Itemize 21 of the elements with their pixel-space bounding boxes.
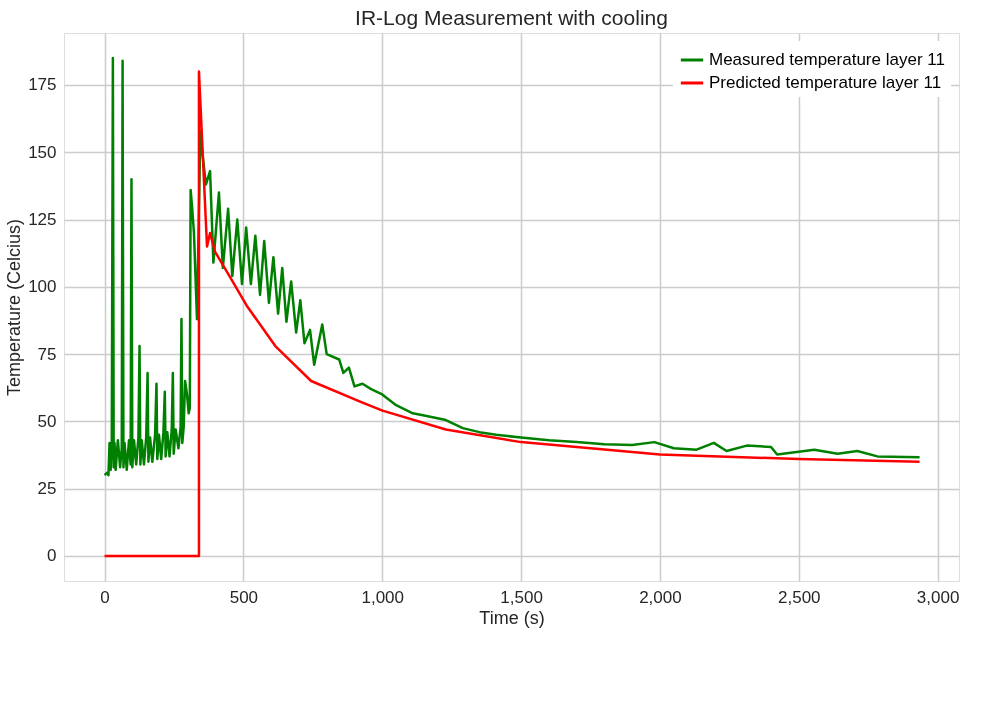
x-tick-label: 0 <box>100 587 110 607</box>
y-tick-label: 125 <box>28 210 57 230</box>
y-tick-label: 25 <box>37 479 57 499</box>
x-tick-label: 500 <box>229 587 259 607</box>
legend-label: Predicted temperature layer 11 <box>709 73 942 92</box>
legend-label: Measured temperature layer 11 <box>709 50 945 69</box>
x-tick-label: 1,500 <box>500 587 543 607</box>
y-tick-label: 50 <box>37 411 57 431</box>
y-tick-label: 175 <box>28 75 57 95</box>
y-tick-label: 100 <box>28 277 57 297</box>
x-tick-label: 1,000 <box>361 587 405 607</box>
x-axis-title: Time (s) <box>479 607 545 628</box>
y-tick-label: 75 <box>37 344 57 364</box>
line-series <box>103 70 921 558</box>
x-tick-label: 2,000 <box>639 587 682 607</box>
y-tick-label: 0 <box>47 546 57 566</box>
y-tick-label: 150 <box>28 142 57 162</box>
y-axis-title: Temperature (Celcius) <box>4 218 25 397</box>
x-tick-label: 2,500 <box>778 587 821 607</box>
chart-title: IR-Log Measurement with cooling <box>355 6 668 29</box>
x-tick-label: 3,000 <box>916 587 960 607</box>
